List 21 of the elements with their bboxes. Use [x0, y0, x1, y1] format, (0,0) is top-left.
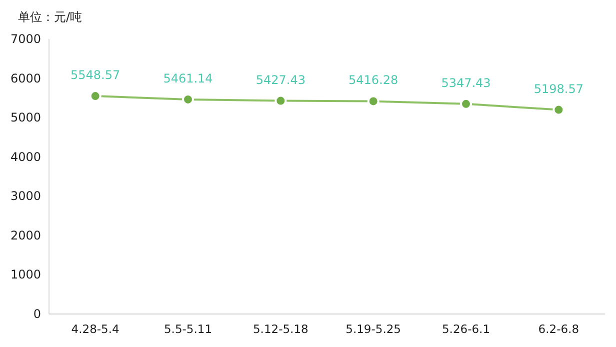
x-tick-label: 5.5-5.11: [164, 322, 212, 336]
y-axis-title: 单位：元/吨: [18, 10, 82, 24]
y-tick-label: 2000: [10, 228, 41, 242]
x-tick-label: 4.28-5.4: [71, 322, 120, 336]
x-tick-label: 5.12-5.18: [252, 322, 308, 336]
y-tick-label: 5000: [10, 110, 41, 125]
data-label: 5416.28: [348, 73, 398, 88]
x-tick-label: 5.19-5.25: [346, 322, 402, 336]
y-tick-label: 3000: [10, 189, 41, 204]
data-label: 5198.57: [534, 82, 584, 96]
y-tick-label: 0: [33, 307, 41, 321]
data-label: 5461.14: [163, 71, 213, 86]
data-label: 5427.43: [256, 72, 306, 87]
y-tick-label: 4000: [10, 150, 41, 164]
x-tick-label: 6.2-6.8: [538, 322, 580, 336]
y-tick-label: 6000: [10, 71, 41, 86]
data-label: 5548.57: [70, 68, 120, 82]
x-tick-label: 5.26-6.1: [442, 322, 490, 336]
data-label: 5347.43: [441, 76, 491, 90]
y-tick-label: 1000: [10, 268, 41, 282]
y-tick-label: 7000: [10, 32, 41, 46]
